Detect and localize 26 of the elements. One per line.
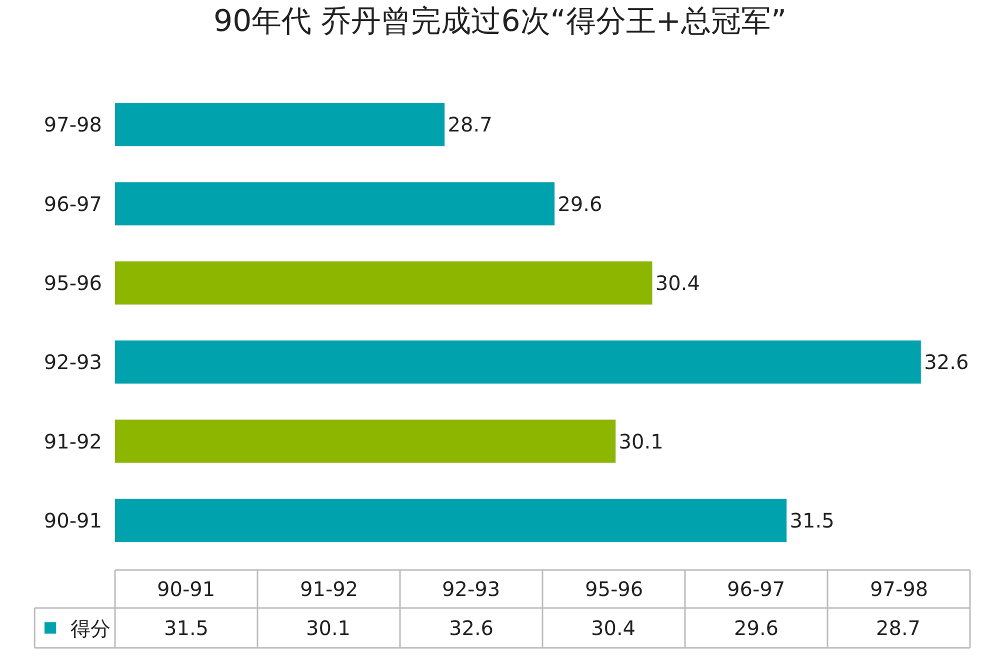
category-label: 95-96 bbox=[585, 577, 644, 601]
category-label: 92-93 bbox=[442, 577, 500, 601]
text: 29.6 bbox=[734, 616, 779, 640]
data-label: 29.6 bbox=[558, 192, 602, 216]
text: 31.5 bbox=[164, 616, 209, 640]
data-label: 28.7 bbox=[448, 112, 492, 137]
data-label: 30.4 bbox=[655, 270, 700, 295]
y-tick-label: 97-98 bbox=[44, 112, 102, 137]
category-label: 91-92 bbox=[300, 577, 358, 601]
data-label: 30.1 bbox=[618, 429, 664, 454]
category-label: 96-97 bbox=[727, 577, 786, 601]
y-tick-label: 95-96 bbox=[44, 270, 102, 295]
data-label: 32.6 bbox=[924, 350, 969, 374]
text: 32.6 bbox=[449, 616, 494, 640]
chart-title: 90年代 乔丹曾完成过6次“得分王+总冠军” bbox=[213, 4, 787, 40]
legend-label: 得分 bbox=[70, 616, 110, 641]
category-label: 97-98 bbox=[870, 577, 928, 601]
category-label: 90-91 bbox=[157, 577, 216, 601]
text: 28.7 bbox=[876, 616, 921, 640]
text: 30.1 bbox=[306, 616, 351, 640]
y-tick-label: 96-97 bbox=[44, 192, 102, 216]
y-tick-label: 91-92 bbox=[44, 429, 102, 454]
text: 30.4 bbox=[591, 616, 636, 640]
y-tick-label: 92-93 bbox=[44, 350, 102, 374]
data-label: 31.5 bbox=[790, 508, 834, 532]
y-tick-label: 90-91 bbox=[44, 508, 102, 532]
